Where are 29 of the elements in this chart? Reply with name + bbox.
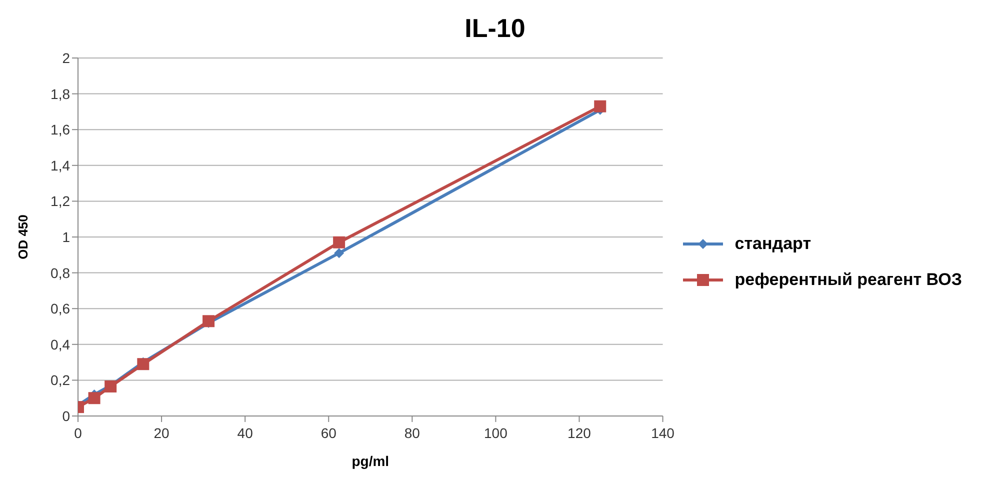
y-tick-label: 0,2 [50,372,70,388]
y-tick-label: 1,6 [50,122,70,138]
point [202,315,215,328]
y-axis-title: OD 450 [16,214,31,260]
y-tick-label: 0,8 [50,264,70,281]
point [88,392,100,404]
x-tick-label: 20 [154,425,170,441]
x-axis-title: pg/ml [352,453,390,469]
y-tick-label: 1,2 [50,193,70,210]
point [334,248,344,258]
x-tick-label: 120 [568,425,592,441]
y-tick-label: 1,4 [50,157,70,174]
legend-label: референтный реагент ВОЗ [734,269,962,291]
x-tick-label: 40 [237,425,254,441]
x-tick-label: 60 [320,425,337,441]
y-tick-label: 1 [62,228,70,245]
y-tick-label: 0 [62,408,70,424]
x-tick-label: 100 [484,425,508,441]
y-tick-label: 2 [62,50,70,66]
x-tick-label: 140 [651,425,675,441]
y-tick-label: 1,8 [50,86,70,102]
y-tick-label: 0,4 [50,336,70,352]
x-tick-label: 80 [404,425,420,441]
point [333,236,346,248]
x-tick-label: 0 [74,425,82,441]
legend-label: стандарт [734,233,812,255]
point [137,358,150,370]
chart-title: IL-10 [464,12,526,45]
y-tick-label: 0,6 [50,300,70,317]
